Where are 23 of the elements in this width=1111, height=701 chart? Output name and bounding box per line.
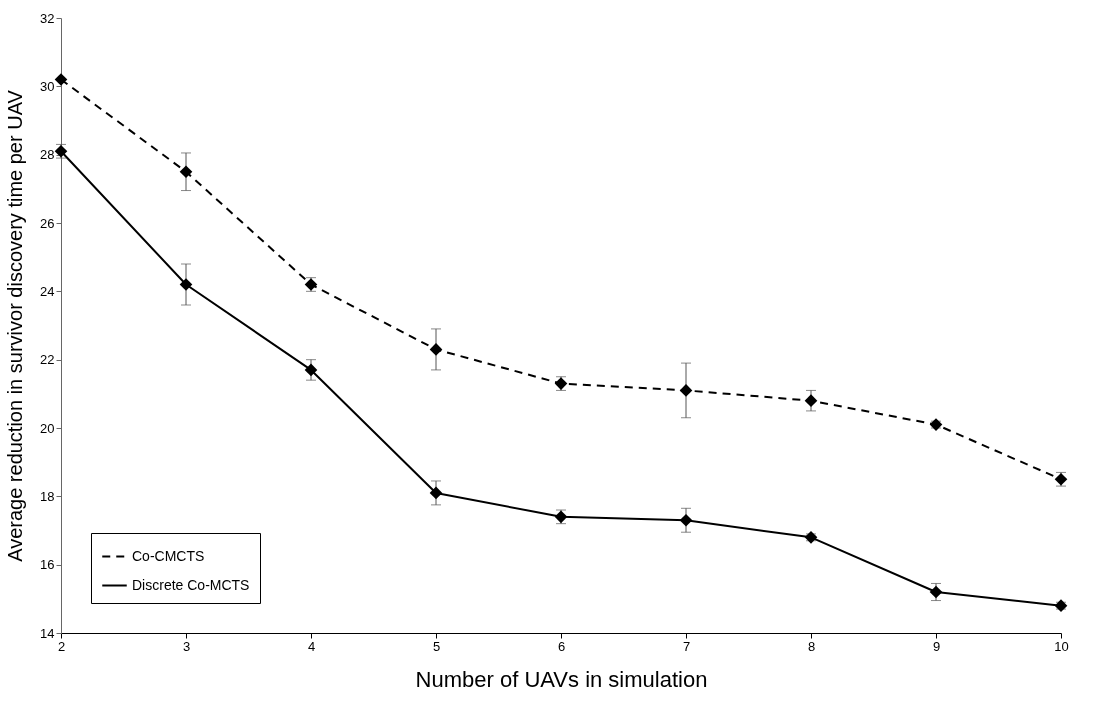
- x-tick-label: 3: [182, 638, 191, 654]
- legend-label: Co-CMCTS: [132, 547, 205, 564]
- y-tick-label: 16: [40, 557, 55, 573]
- x-axis-title: Number of UAVs in simulation: [415, 666, 708, 692]
- y-tick-label: 14: [40, 625, 55, 641]
- y-tick-label: 30: [40, 78, 55, 94]
- y-tick-label: 22: [40, 352, 55, 368]
- x-tick-label: 2: [57, 638, 66, 654]
- y-tick-label: 26: [40, 215, 55, 231]
- y-tick-label: 28: [40, 147, 55, 163]
- x-tick-label: 7: [682, 638, 691, 654]
- y-tick-label: 32: [40, 10, 55, 26]
- y-tick-label: 24: [40, 283, 55, 299]
- x-tick-label: 10: [1054, 638, 1069, 654]
- y-tick-label: 18: [40, 488, 55, 504]
- legend-label: Discrete Co-MCTS: [132, 576, 250, 593]
- x-tick-label: 9: [932, 638, 941, 654]
- y-tick-label: 20: [40, 420, 55, 436]
- y-axis-title: Average reduction in survivor discovery time per UAV: [4, 89, 27, 562]
- x-tick-label: 6: [557, 638, 566, 654]
- x-tick-label: 8: [807, 638, 816, 654]
- x-tick-label: 5: [432, 638, 441, 654]
- x-tick-label: 4: [307, 638, 316, 654]
